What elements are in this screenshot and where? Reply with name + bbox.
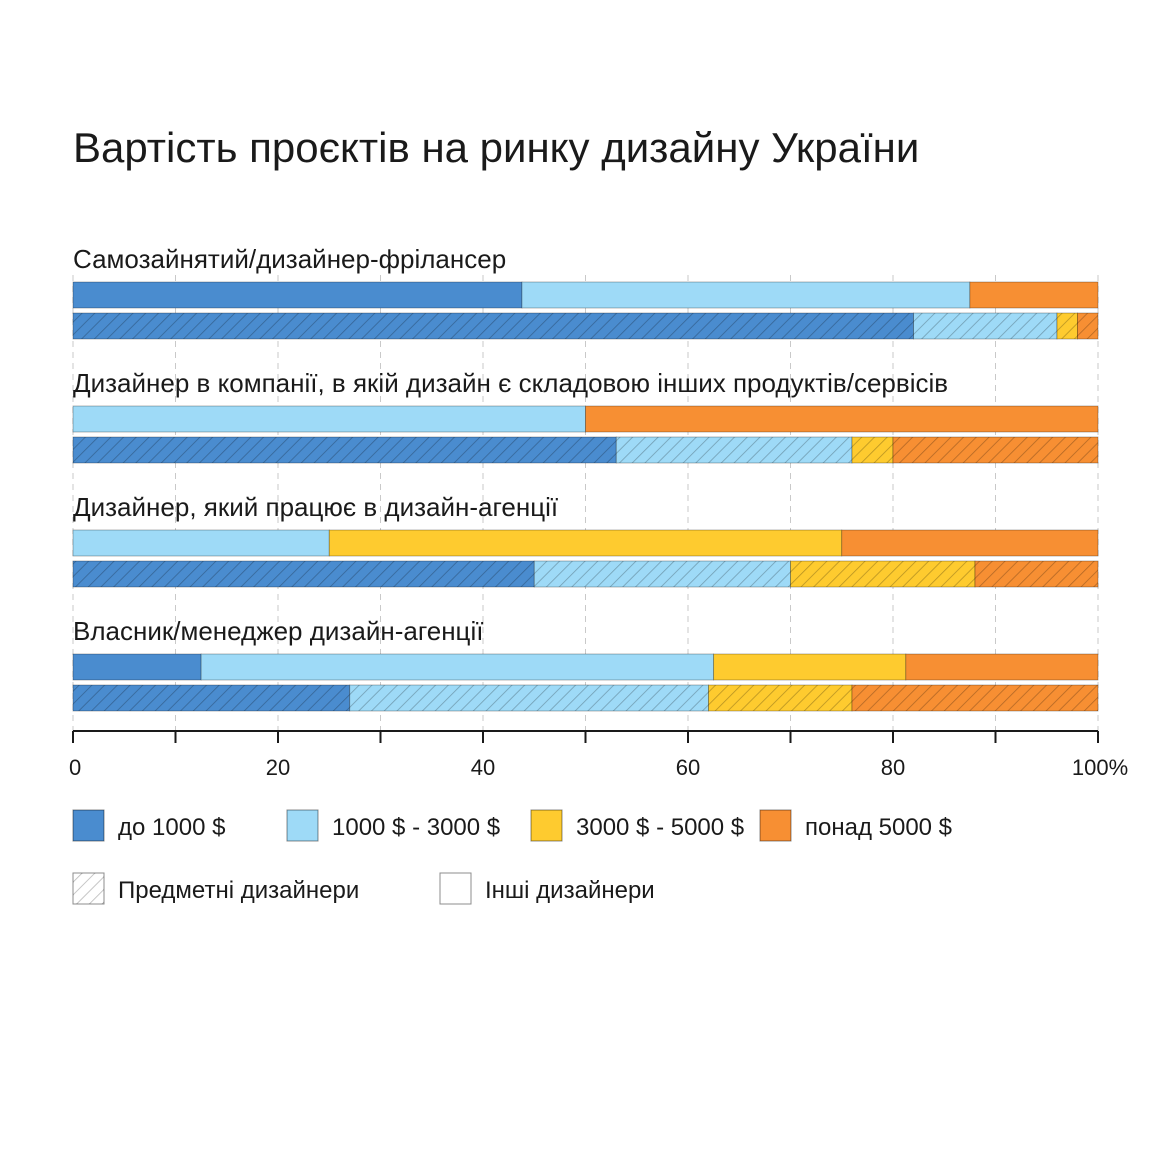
bar-segment	[72, 653, 202, 681]
bar-segment	[969, 281, 1099, 309]
x-axis: 0 20 40 60 80 100%	[69, 730, 1128, 780]
bar-segment-hatch	[73, 313, 914, 339]
bar-segment	[200, 653, 715, 681]
x-tick-label: 80	[881, 755, 905, 780]
bar-segment-hatch	[534, 561, 791, 587]
bar-segment-hatch	[790, 561, 975, 587]
x-tick-label: 0	[69, 755, 81, 780]
legend-item: 1000 $ - 3000 $	[286, 809, 500, 842]
category-group: Дизайнер, який працює в дизайн-агенції	[72, 492, 1099, 588]
bar-segment	[328, 529, 843, 557]
bar-segment-hatch	[913, 313, 1057, 339]
legend-label: 1000 $ - 3000 $	[332, 814, 500, 841]
bar-segment-hatch	[73, 685, 350, 711]
category-group: Самозайнятий/дизайнер-фрілансер	[72, 244, 1099, 340]
x-tick-label: 60	[676, 755, 700, 780]
category-group: Власник/менеджер дизайн-агенції	[72, 616, 1099, 712]
legend-item: 3000 $ - 5000 $	[530, 809, 744, 842]
legend-item: Предметні дизайнери	[72, 872, 359, 905]
legend-label: Предметні дизайнери	[118, 877, 359, 904]
bar-segment-hatch	[73, 437, 617, 463]
bar-inshi-dyzainery	[72, 529, 1099, 557]
category-label: Дизайнер в компанії, в якій дизайн є скл…	[73, 368, 948, 398]
bar-inshi-dyzainery	[72, 653, 1099, 681]
legend: до 1000 $ 1000 $ - 3000 $ 3000 $ - 5000 $ п…	[72, 809, 952, 905]
x-tick-label: 20	[266, 755, 290, 780]
bar-segment-hatch	[1057, 313, 1078, 339]
bar-segment	[841, 529, 1099, 557]
bar-segment-hatch	[708, 685, 852, 711]
bar-segment	[521, 281, 971, 309]
legend-item: понад 5000 $	[759, 809, 952, 842]
category-label: Самозайнятий/дизайнер-фрілансер	[73, 244, 506, 274]
legend-swatch	[286, 809, 319, 842]
bar-predmetni-dyzainery	[72, 312, 1099, 340]
bar-segment	[72, 529, 330, 557]
legend-label: 3000 $ - 5000 $	[576, 814, 744, 841]
bar-predmetni-dyzainery	[72, 436, 1099, 464]
bar-segment-hatch	[1077, 313, 1098, 339]
category-label: Власник/менеджер дизайн-агенції	[73, 616, 483, 646]
legend-item: Інші дизайнери	[439, 872, 655, 905]
legend-swatch-hatch	[73, 873, 104, 904]
chart-title: Вартість проєктів на ринку дизайну Украї…	[73, 124, 919, 171]
bar-predmetni-dyzainery	[72, 684, 1099, 712]
bar-segment-hatch	[616, 437, 852, 463]
x-tick-label: 40	[471, 755, 495, 780]
bar-segment-hatch	[73, 561, 535, 587]
bar-segment	[713, 653, 907, 681]
bar-segment	[72, 405, 586, 433]
bar-inshi-dyzainery	[72, 405, 1099, 433]
legend-swatch	[759, 809, 792, 842]
legend-swatch	[72, 809, 105, 842]
bar-inshi-dyzainery	[72, 281, 1099, 309]
bar-segment-hatch	[852, 685, 1098, 711]
legend-label: Інші дизайнери	[485, 877, 655, 904]
bar-predmetni-dyzainery	[72, 560, 1099, 588]
bar-segment	[72, 281, 523, 309]
category-group: Дизайнер в компанії, в якій дизайн є скл…	[72, 368, 1099, 464]
legend-item: до 1000 $	[72, 809, 225, 842]
bar-segment-hatch	[893, 437, 1098, 463]
bar-segment-hatch	[349, 685, 709, 711]
legend-label: понад 5000 $	[805, 814, 952, 841]
bar-segment-hatch	[975, 561, 1098, 587]
category-groups: Самозайнятий/дизайнер-фрілансер Дизайнер …	[72, 244, 1099, 712]
legend-label: до 1000 $	[118, 814, 225, 841]
legend-swatch	[439, 872, 472, 905]
x-tick-label: 100%	[1072, 755, 1128, 780]
bar-segment	[905, 653, 1099, 681]
bar-segment	[585, 405, 1099, 433]
category-label: Дизайнер, який працює в дизайн-агенції	[73, 492, 558, 522]
legend-swatch	[530, 809, 563, 842]
bar-segment-hatch	[852, 437, 893, 463]
